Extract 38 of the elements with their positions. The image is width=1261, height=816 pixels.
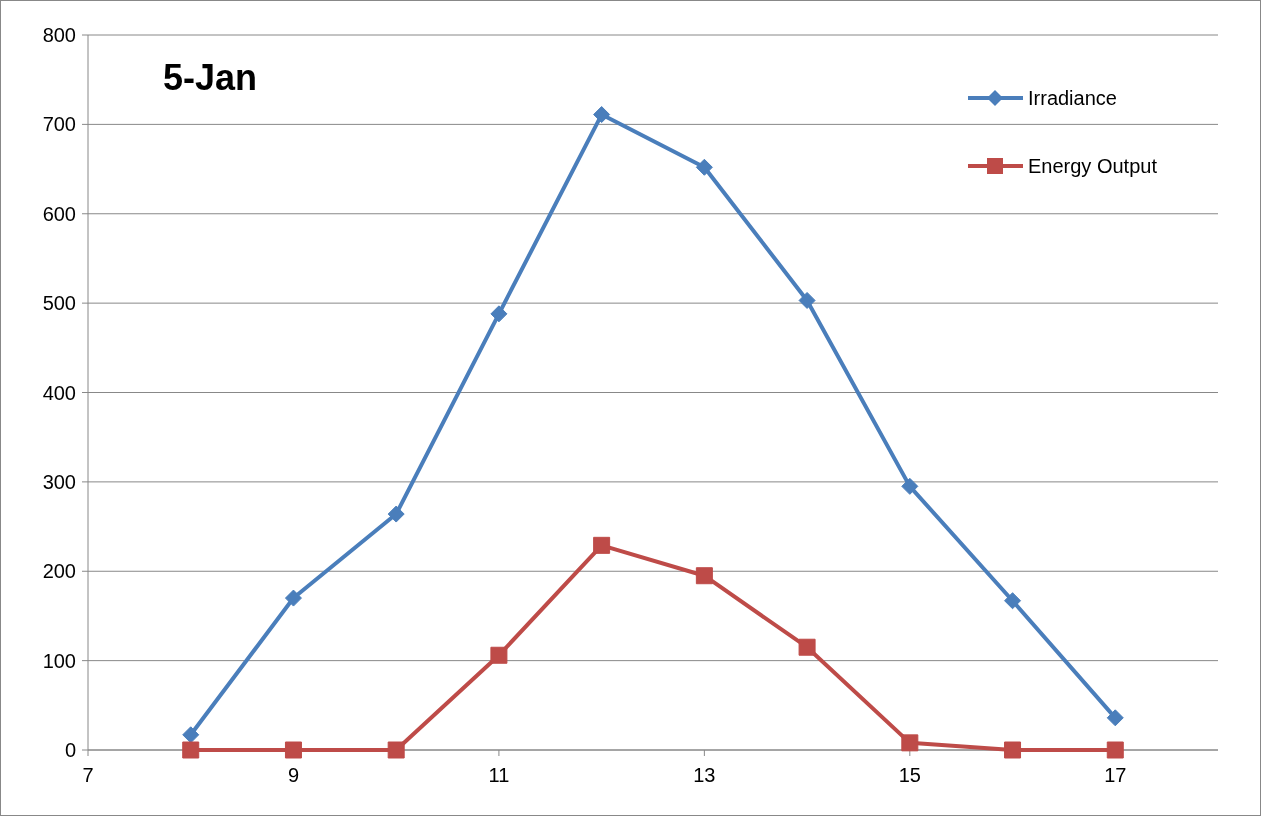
y-tick-label: 400 — [42, 381, 76, 404]
y-tick-label: 300 — [42, 470, 76, 493]
point — [387, 505, 405, 523]
x-tick-label: 11 — [488, 764, 510, 786]
point — [284, 589, 302, 607]
text: 5-Jan — [163, 57, 258, 98]
point — [798, 638, 816, 656]
x-tick-label: 13 — [693, 764, 716, 786]
point — [593, 106, 611, 124]
legend-label: Irradiance — [1028, 87, 1117, 109]
x-tick-label: 17 — [1104, 764, 1127, 786]
point — [490, 646, 508, 664]
point — [1106, 741, 1124, 759]
point — [593, 536, 611, 554]
y-tick-label: 100 — [42, 649, 76, 672]
point — [798, 291, 816, 309]
y-tick-label: 500 — [42, 292, 76, 315]
point — [1004, 741, 1022, 759]
point — [695, 567, 713, 585]
legend-label: Energy Output — [1028, 155, 1158, 177]
point — [284, 741, 302, 759]
point — [182, 741, 200, 759]
y-tick-label: 200 — [42, 560, 76, 583]
point — [901, 734, 919, 752]
x-tick-label: 9 — [287, 764, 300, 786]
x-tick-label: 15 — [898, 764, 921, 786]
point — [182, 726, 200, 744]
y-tick-label: 700 — [42, 113, 76, 136]
point — [695, 158, 713, 176]
point — [1106, 709, 1124, 727]
point — [901, 477, 919, 495]
y-tick-label: 0 — [64, 739, 76, 761]
point — [1004, 592, 1022, 610]
point — [490, 305, 508, 323]
y-tick-label: 800 — [42, 24, 76, 46]
x-tick-label: 7 — [82, 764, 94, 786]
y-tick-label: 600 — [42, 202, 76, 225]
point — [387, 741, 405, 759]
